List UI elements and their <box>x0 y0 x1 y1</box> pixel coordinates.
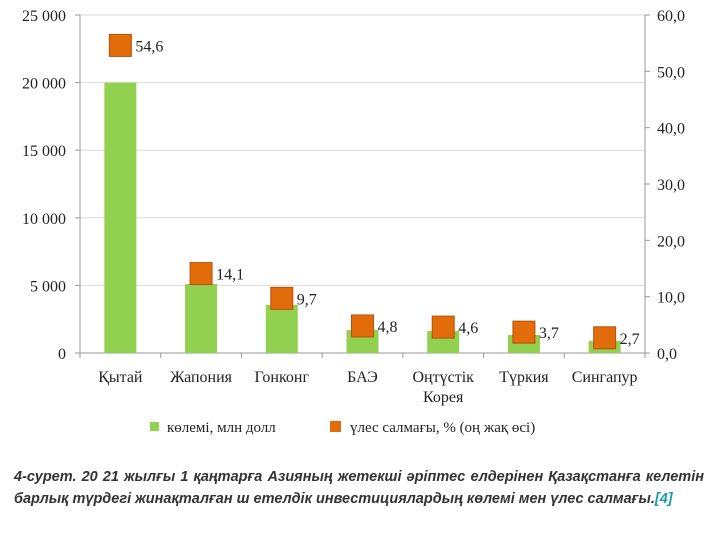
reference-link[interactable]: [4] <box>654 491 673 507</box>
marker <box>270 286 294 310</box>
right-tick-label: 50,0 <box>657 64 685 81</box>
data-label: 9,7 <box>297 291 317 308</box>
legend-marker-label: үлес салмағы, % (оң жақ өсі) <box>350 420 535 436</box>
marker <box>108 33 132 57</box>
data-label: 4,8 <box>378 319 398 336</box>
figure-caption: 4-сурет. 20 21 жылғы 1 қаңтарға Азияның … <box>14 466 704 510</box>
right-tick-label: 20,0 <box>657 233 685 250</box>
category-label: Оңтүстік <box>413 369 475 386</box>
marker <box>593 326 617 350</box>
bar <box>185 284 218 353</box>
left-tick-label: 5 000 <box>30 278 66 295</box>
marker <box>512 320 536 344</box>
category-label: БАЭ <box>347 369 378 386</box>
category-label: Сингапур <box>572 369 638 386</box>
legend-bar-swatch <box>150 422 159 431</box>
right-tick-label: 0,0 <box>657 346 677 363</box>
chart: 0 5 000 10 000 15 000 20 000 25 000 0,0 10,0 20,… <box>22 8 685 436</box>
category-label: Түркия <box>499 369 549 386</box>
legend-bar-label: көлемі, млн долл <box>167 420 276 436</box>
category-label: Гонконг <box>255 369 310 386</box>
marker <box>351 314 374 338</box>
left-tick-label: 0 <box>58 346 66 363</box>
legend-marker-swatch <box>330 421 341 432</box>
left-tick-label: 25 000 <box>22 8 66 25</box>
right-tick-label: 10,0 <box>657 290 685 307</box>
right-tick-label: 30,0 <box>657 177 685 194</box>
caption-text: 4-сурет. 20 21 жылғы 1 қаңтарға Азияның … <box>14 469 704 507</box>
data-label: 54,6 <box>135 38 163 55</box>
bar <box>265 305 298 353</box>
right-tick-label: 40,0 <box>657 121 685 138</box>
category-label: Корея <box>423 389 464 406</box>
right-tick-label: 60,0 <box>657 8 685 25</box>
marker <box>189 262 213 286</box>
data-label: 2,7 <box>620 331 640 348</box>
data-label: 14,1 <box>216 267 244 284</box>
marker <box>431 315 455 339</box>
left-tick-label: 20 000 <box>22 76 66 93</box>
bar <box>104 82 137 353</box>
left-tick-label: 10 000 <box>22 211 66 228</box>
data-label: 3,7 <box>539 325 559 342</box>
category-label: Жапония <box>170 369 233 386</box>
data-label: 4,6 <box>458 320 478 337</box>
left-tick-label: 15 000 <box>22 143 66 160</box>
category-label: Қытай <box>98 369 143 386</box>
